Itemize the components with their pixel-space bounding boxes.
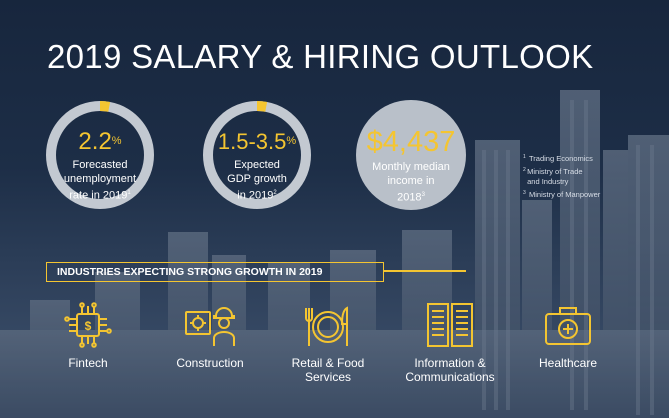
median-income-value: $4,437 (366, 126, 456, 158)
industries-banner: INDUSTRIES EXPECTING STRONG GROWTH IN 20… (46, 262, 384, 282)
industry-label: Fintech (68, 356, 108, 370)
industry-construction: Construction (165, 302, 255, 370)
industry-label: Retail & Food Services (291, 356, 365, 384)
median-income-stat-circle: $4,437 Monthly median income in 20183 (356, 100, 466, 210)
industry-label: Construction (176, 356, 244, 370)
industry-label: Healthcare (538, 356, 598, 370)
server-rack-icon (427, 303, 473, 347)
progress-ring-gdp (203, 101, 311, 209)
industries-banner-text: INDUSTRIES EXPECTING STRONG GROWTH IN 20… (57, 266, 323, 278)
footnote-item: 2 Ministry of Trade and Industry (523, 167, 583, 186)
gdp-growth-value: 1.5-3.5% (217, 129, 297, 154)
industry-label: Information & Communications (405, 356, 495, 384)
unemployment-value: 2.2% (78, 128, 122, 155)
gdp-growth-stat-circle: 1.5-3.5% Expected GDP growth in 20192 (202, 100, 312, 210)
construction-worker-icon (185, 307, 235, 346)
plate-cutlery-icon (305, 306, 348, 346)
page-title: 2019 SALARY & HIRING OUTLOOK (47, 38, 594, 75)
medical-kit-icon (545, 307, 591, 345)
unemployment-label: Forecasted unemployment rate in 20191 (63, 159, 137, 202)
industry-fintech: $ Fintech (48, 302, 128, 370)
footnote-item: 1 Trading Economics (523, 154, 593, 163)
industry-healthcare: Healthcare (526, 302, 610, 370)
gdp-growth-label: Expected GDP growth in 20192 (227, 159, 287, 202)
fintech-circuit-icon: $ (64, 302, 112, 348)
industry-retail-food: Retail & Food Services (283, 302, 373, 384)
footnote-item: 3 Ministry of Manpower (523, 190, 601, 199)
progress-ring-unemployment (46, 101, 154, 209)
unemployment-stat-circle: 2.2% Forecasted unemployment rate in 201… (45, 100, 155, 210)
svg-text:$: $ (85, 319, 92, 333)
median-income-label: Monthly median income in 20183 (372, 161, 450, 204)
footnotes: 1 Trading Economics 2 Ministry of Trade an… (523, 154, 653, 200)
banner-underline (384, 270, 466, 272)
industry-info-comms: Information & Communications (395, 302, 505, 384)
